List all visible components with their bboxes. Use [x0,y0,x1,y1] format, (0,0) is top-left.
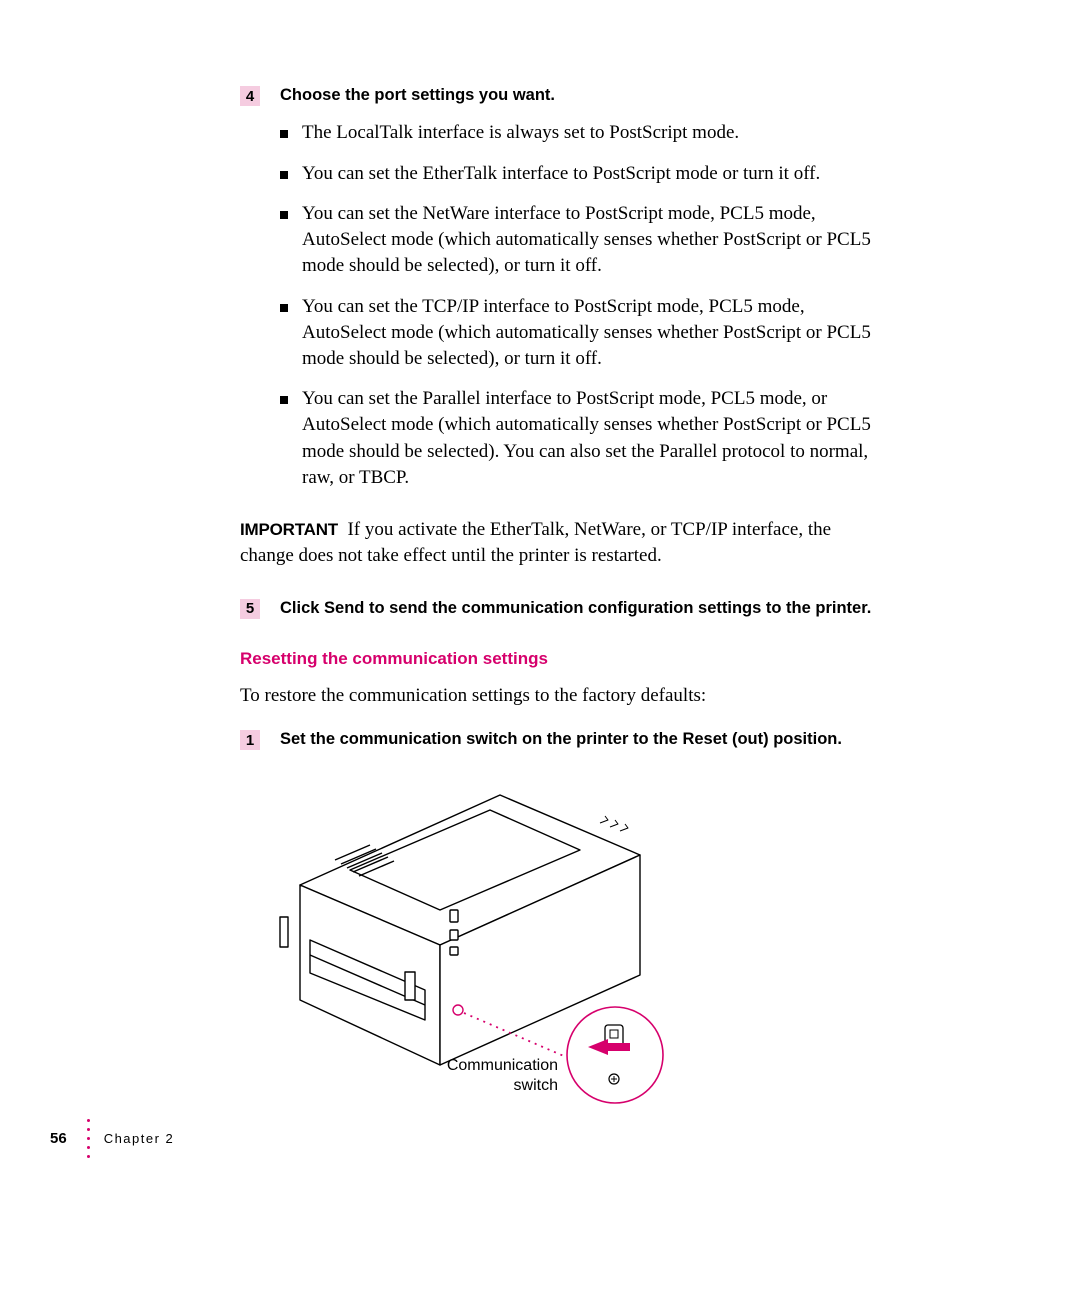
step-instruction: Set the communication switch on the prin… [280,729,842,750]
important-label: IMPORTANT [240,520,338,539]
step-number-box: 4 [240,86,260,106]
subsection-intro: To restore the communication settings to… [240,683,885,709]
page-footer: 56 Chapter 2 [50,1116,174,1161]
bullet-icon [280,396,288,404]
step-number: 1 [246,732,254,749]
footer-dot-rail [87,1116,90,1161]
list-item: You can set the EtherTalk interface to P… [280,161,885,187]
step-5: 5 Click Send to send the communication c… [240,598,885,619]
printer-illustration: Communication switch [240,765,692,1125]
list-item-text: The LocalTalk interface is always set to… [302,120,885,146]
list-item: You can set the TCP/IP interface to Post… [280,294,885,373]
step-instruction: Click Send to send the communication con… [280,598,871,619]
bullet-icon [280,211,288,219]
printer-figure-container: Communication switch [240,765,885,1125]
figure-label-line1: Communication [447,1057,558,1074]
list-item: The LocalTalk interface is always set to… [280,120,885,146]
bullet-icon [280,171,288,179]
important-note: IMPORTANT If you activate the EtherTalk,… [240,517,885,569]
list-item-text: You can set the EtherTalk interface to P… [302,161,885,187]
chapter-label: Chapter 2 [104,1131,175,1146]
manual-page: 4 Choose the port settings you want. The… [0,0,1080,1296]
step-number: 5 [246,600,254,617]
step-reset-1: 1 Set the communication switch on the pr… [240,729,885,750]
step-instruction: Choose the port settings you want. [280,85,555,106]
list-item-text: You can set the NetWare interface to Pos… [302,201,885,280]
step-number: 4 [246,88,254,105]
bullet-icon [280,130,288,138]
step-number-box: 5 [240,599,260,619]
subsection-heading: Resetting the communication settings [240,649,885,669]
step-4: 4 Choose the port settings you want. [240,85,885,106]
list-item: You can set the NetWare interface to Pos… [280,201,885,280]
port-settings-list: The LocalTalk interface is always set to… [280,120,885,491]
list-item-text: You can set the Parallel interface to Po… [302,386,885,491]
list-item: You can set the Parallel interface to Po… [280,386,885,491]
list-item-text: You can set the TCP/IP interface to Post… [302,294,885,373]
page-number: 56 [50,1130,67,1147]
bullet-icon [280,304,288,312]
figure-label-line2: switch [514,1077,558,1094]
step-number-box: 1 [240,730,260,750]
